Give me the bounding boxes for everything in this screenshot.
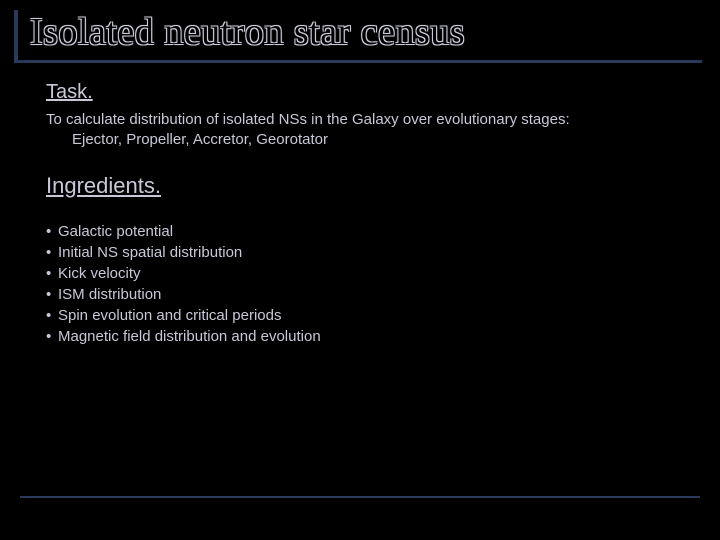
list-item: Magnetic field distribution and evolutio… bbox=[46, 326, 682, 347]
list-item: Spin evolution and critical periods bbox=[46, 305, 682, 326]
list-item: ISM distribution bbox=[46, 284, 682, 305]
task-heading: Task. bbox=[46, 81, 682, 104]
content-area: Task. To calculate distribution of isola… bbox=[18, 81, 702, 347]
slide-container: Isolated neutron star census Task. To ca… bbox=[0, 0, 720, 540]
list-item: Initial NS spatial distribution bbox=[46, 242, 682, 263]
title-block: Isolated neutron star census bbox=[14, 10, 702, 63]
footer-divider bbox=[20, 496, 700, 498]
ingredients-heading: Ingredients. bbox=[46, 173, 682, 199]
list-item: Galactic potential bbox=[46, 221, 682, 242]
slide-title: Isolated neutron star census bbox=[30, 10, 702, 54]
task-line1: To calculate distribution of isolated NS… bbox=[46, 111, 570, 128]
task-body: To calculate distribution of isolated NS… bbox=[46, 110, 682, 151]
task-line2: Ejector, Propeller, Accretor, Georotator bbox=[46, 131, 328, 148]
ingredients-list: Galactic potential Initial NS spatial di… bbox=[46, 221, 682, 347]
list-item: Kick velocity bbox=[46, 263, 682, 284]
